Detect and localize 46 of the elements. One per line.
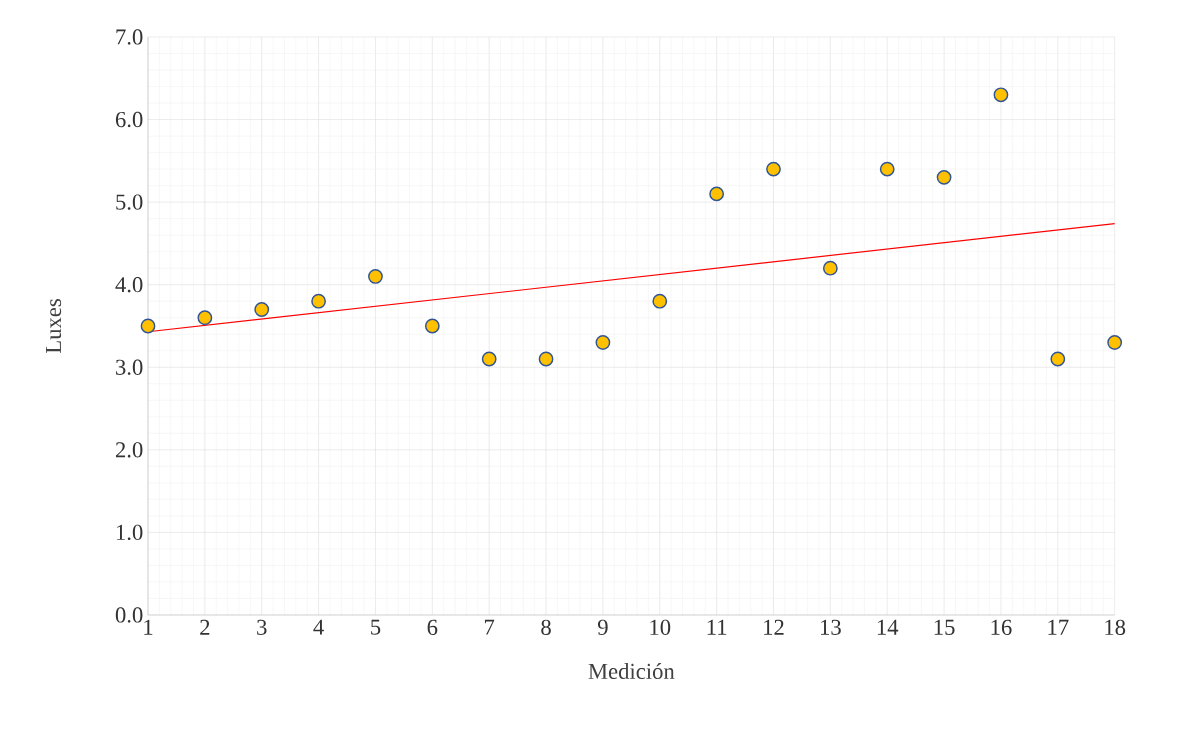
point: [936, 169, 952, 185]
x-tick-label: 12: [764, 619, 784, 635]
y-tick-label: 6.0: [115, 111, 143, 128]
point: [424, 318, 440, 334]
x-tick-label: 14: [877, 619, 899, 635]
point: [1107, 335, 1123, 350]
point: [140, 318, 156, 334]
point: [481, 351, 497, 367]
x-tick-label: 18: [1105, 619, 1126, 635]
point: [879, 161, 895, 177]
x-tick-label: 1: [144, 619, 153, 635]
point: [822, 260, 838, 276]
point: [197, 310, 213, 326]
x-tick-label: 6: [427, 619, 438, 635]
x-tick-label: 16: [991, 619, 1012, 635]
y-tick-label: 0.0: [115, 607, 143, 623]
x-tick-label: 4: [313, 619, 324, 635]
point: [709, 186, 725, 202]
point: [766, 161, 781, 177]
point: [652, 293, 668, 309]
point: [993, 87, 1009, 103]
x-tick-label: 17: [1048, 619, 1069, 635]
x-tick-label: 10: [650, 619, 671, 635]
point: [1050, 351, 1066, 367]
x-tick-label: 11: [707, 619, 727, 635]
x-tick-label: 9: [597, 619, 608, 635]
point: [368, 269, 383, 284]
y-tick-label: 7.0: [116, 29, 143, 45]
y-tick-label: 1.0: [116, 524, 143, 541]
x-tick-label: 13: [821, 619, 841, 635]
x-tick-label: 8: [541, 619, 551, 635]
x-tick-label: 7: [485, 619, 495, 635]
x-axis-title: Medición: [588, 663, 675, 680]
point: [538, 351, 554, 367]
x-tick-label: 2: [200, 619, 210, 635]
x-tick-label: 5: [371, 619, 381, 635]
y-tick-label: 2.0: [115, 442, 143, 458]
point: [595, 335, 611, 350]
y-tick-label: 3.0: [116, 359, 143, 375]
y-axis-title: Luxes: [46, 299, 62, 354]
point: [254, 302, 270, 317]
x-tick-label: 15: [934, 619, 955, 635]
y-tick-label: 4.0: [115, 277, 143, 293]
x-tick-label: 3: [257, 619, 267, 635]
point: [311, 293, 326, 309]
y-tick-label: 5.0: [116, 194, 143, 210]
